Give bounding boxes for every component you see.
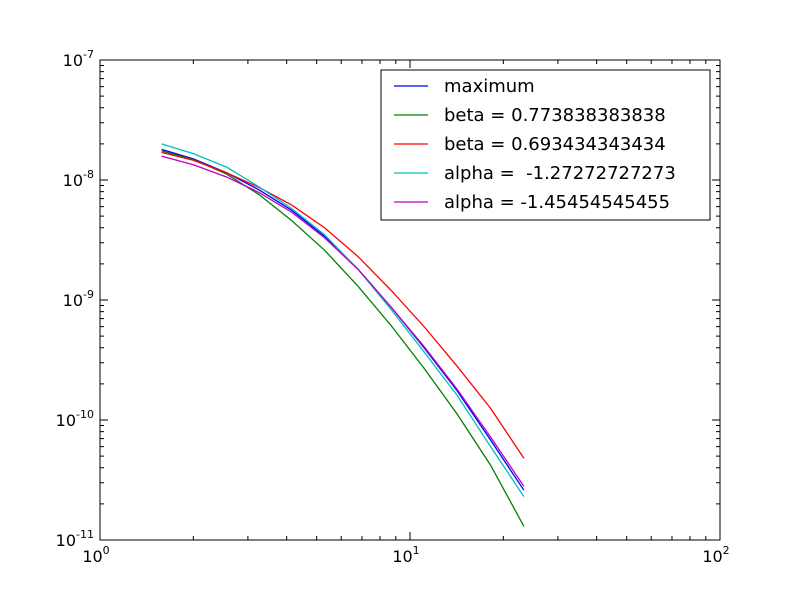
y-tick-label: 10-8 xyxy=(63,168,94,190)
legend: maximum beta = 0.773838383838 beta = 0.693… xyxy=(380,69,711,221)
series-line-3 xyxy=(161,151,525,459)
legend-label-2: beta = 0.773838383838 xyxy=(444,105,666,126)
y-tick-label: 10-7 xyxy=(63,48,94,70)
series-layer xyxy=(161,143,525,527)
legend-label-3: beta = 0.693434343434 xyxy=(444,134,666,155)
x-tick-label: 101 xyxy=(392,544,419,566)
legend-label-5: alpha = -1.45454545455 xyxy=(444,192,670,213)
legend-label-4: alpha = -1.27272727273 xyxy=(444,163,676,184)
series-line-5 xyxy=(161,155,525,487)
y-tick-label: 10-10 xyxy=(56,408,94,430)
y-tick-label: 10-9 xyxy=(63,288,94,310)
x-tick-label: 100 xyxy=(82,544,109,566)
x-tick-label: 102 xyxy=(702,544,729,566)
legend-box xyxy=(380,69,711,221)
legend-label-1: maximum xyxy=(444,76,535,97)
series-line-4 xyxy=(161,143,525,497)
series-line-2 xyxy=(161,150,525,527)
